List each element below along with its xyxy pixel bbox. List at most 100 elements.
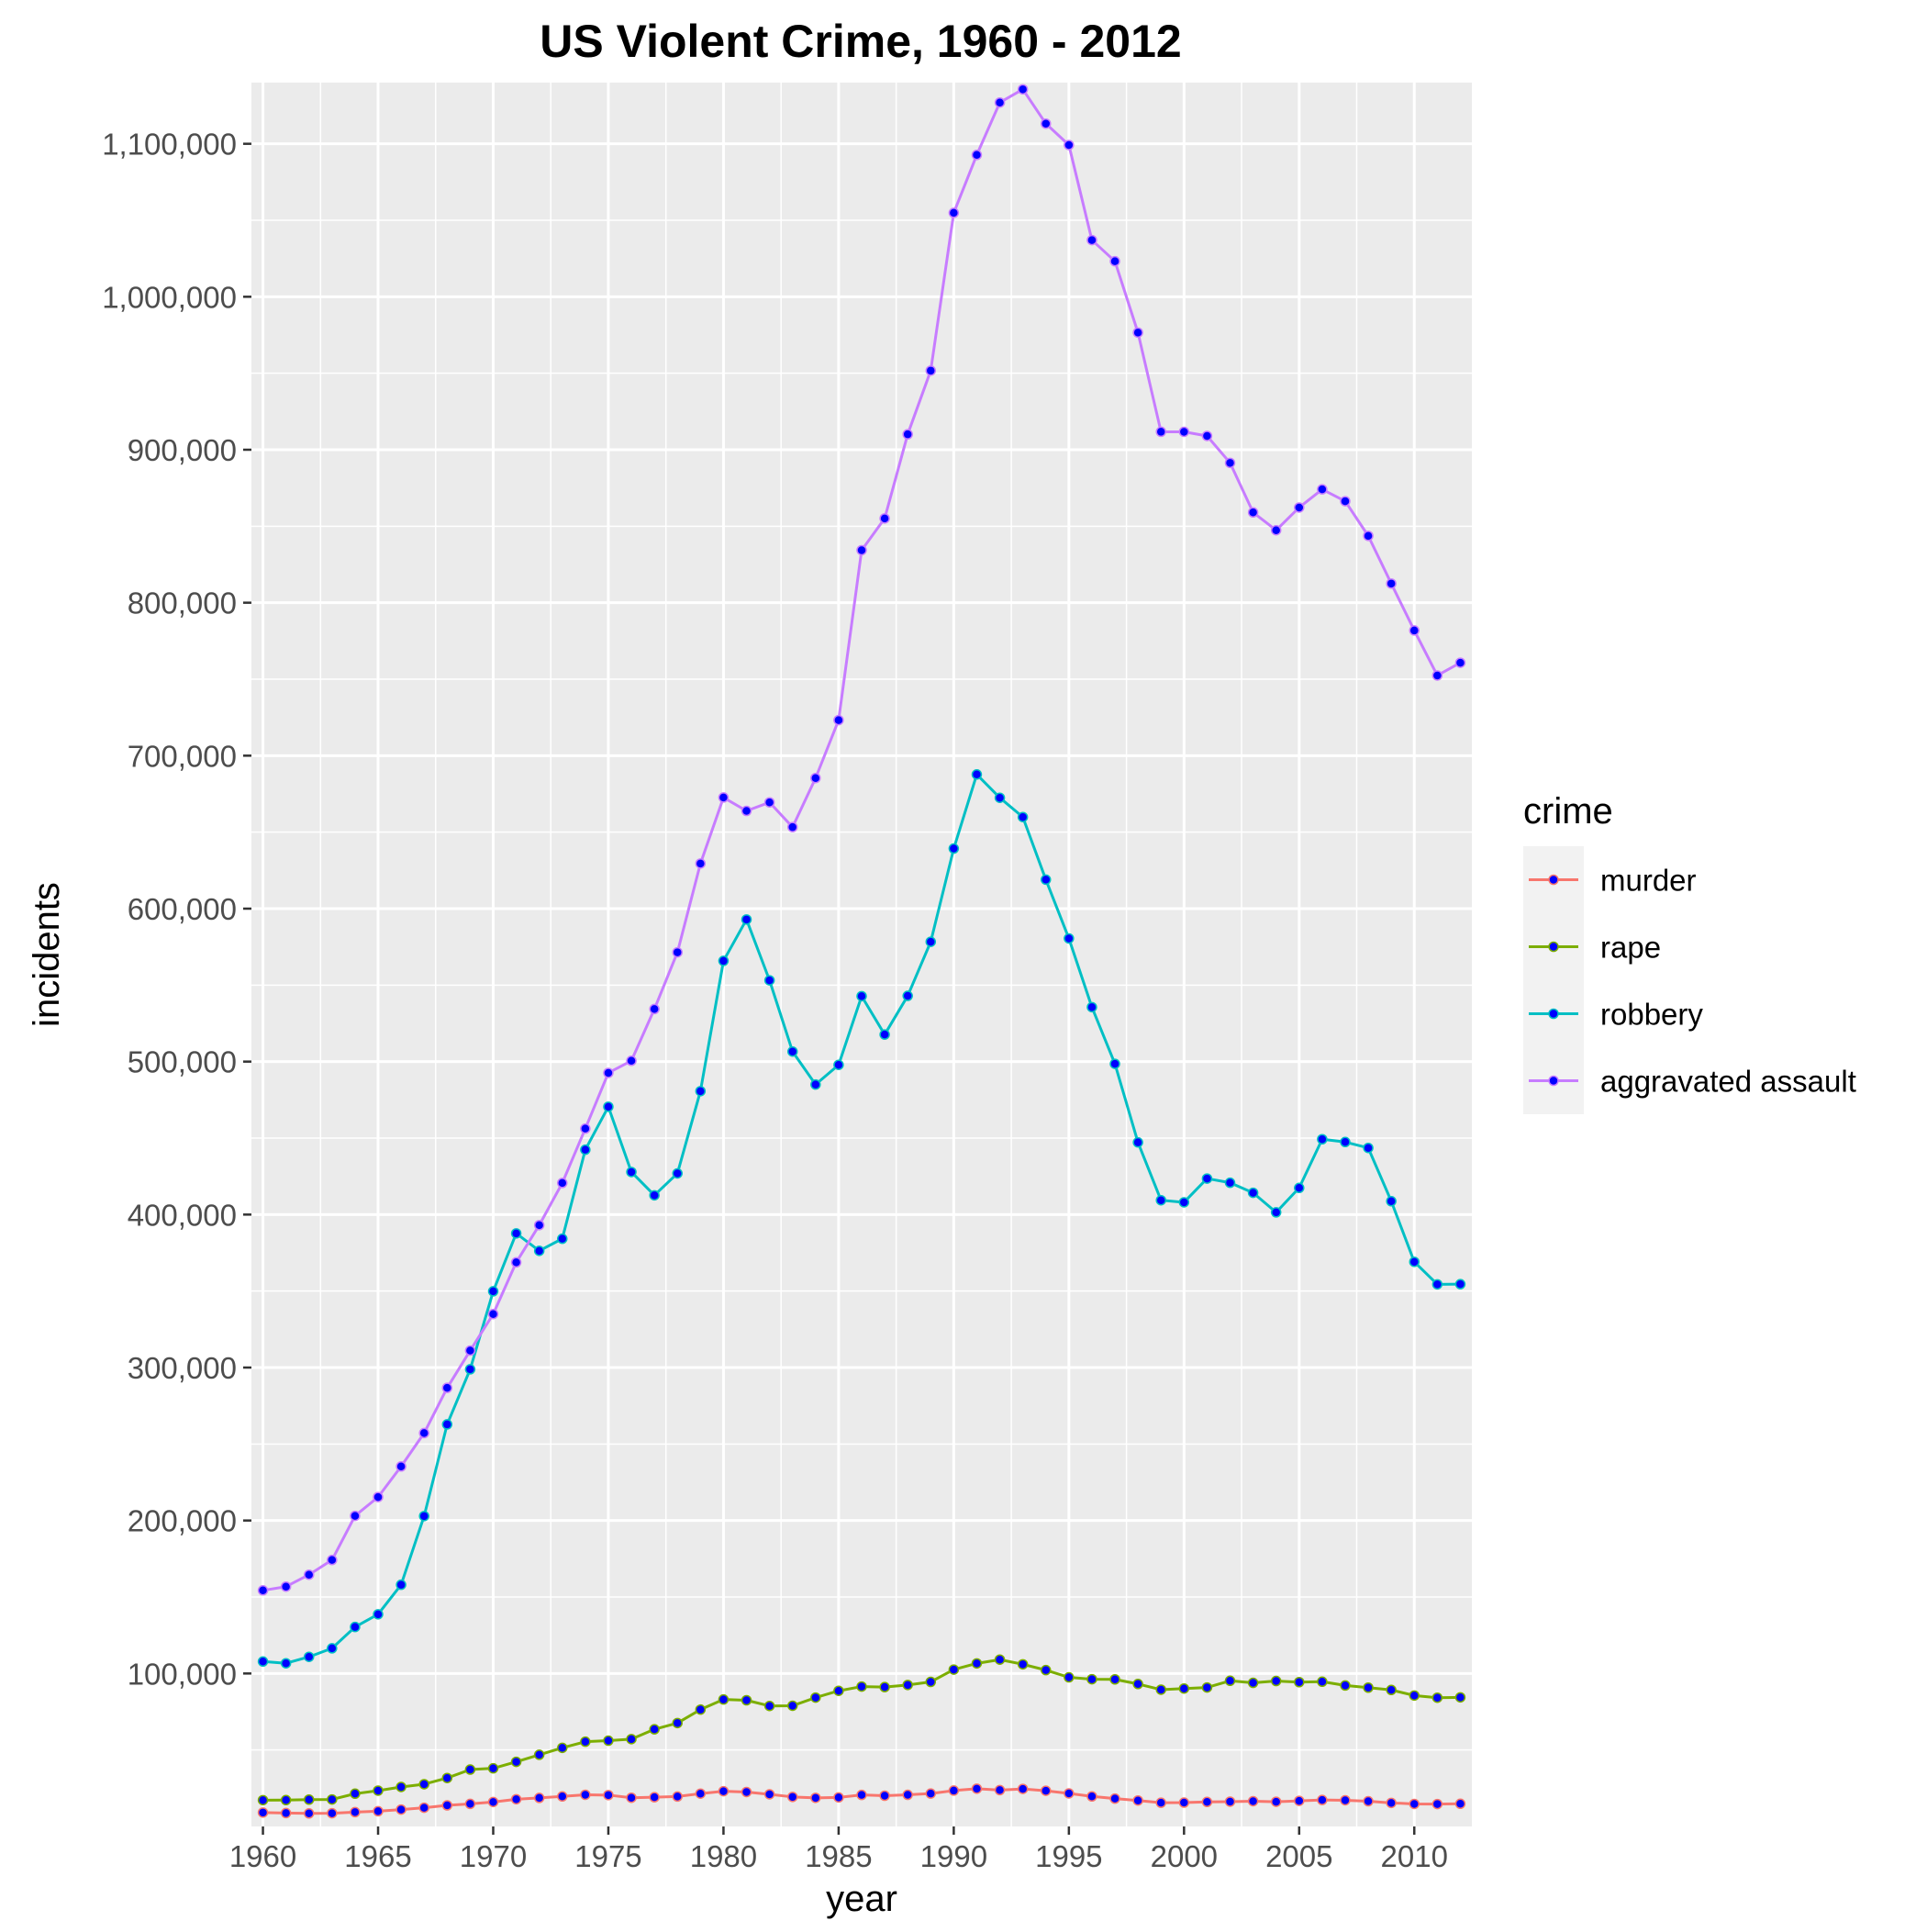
- data-point-robbery: [1409, 1256, 1420, 1268]
- data-point-aggravated-assault: [810, 773, 821, 784]
- data-point-aggravated-assault: [833, 714, 844, 726]
- data-point-robbery: [695, 1086, 707, 1097]
- x-tick-label: 1995: [1035, 1839, 1102, 1873]
- data-point-rape: [1017, 1658, 1029, 1670]
- data-point-aggravated-assault: [603, 1067, 614, 1078]
- data-point-aggravated-assault: [902, 429, 913, 440]
- data-point-murder: [1247, 1795, 1259, 1807]
- data-point-murder: [464, 1798, 476, 1810]
- data-point-robbery: [1178, 1197, 1190, 1208]
- x-axis: 1960 1965 1970 1975 1980 1985 1990 1995 2000 2005…: [229, 1826, 1448, 1873]
- data-point-rape: [626, 1734, 637, 1745]
- data-point-rape: [1041, 1664, 1052, 1676]
- y-tick-label: 600,000: [128, 892, 237, 926]
- data-point-robbery: [948, 843, 960, 854]
- data-point-rape: [327, 1793, 338, 1805]
- data-point-aggravated-assault: [327, 1554, 338, 1566]
- data-point-robbery: [327, 1643, 338, 1654]
- data-point-aggravated-assault: [557, 1178, 568, 1189]
- data-point-rape: [763, 1700, 775, 1712]
- legend-item-murder: murder: [1523, 846, 1697, 913]
- data-point-aggravated-assault: [395, 1461, 407, 1472]
- data-point-aggravated-assault: [418, 1427, 429, 1439]
- data-point-rape: [1109, 1674, 1120, 1685]
- data-point-rape: [418, 1779, 429, 1790]
- data-point-murder: [395, 1804, 407, 1815]
- data-point-murder: [1386, 1797, 1397, 1809]
- data-point-rape: [1178, 1682, 1190, 1694]
- data-point-robbery: [1017, 811, 1029, 822]
- x-tick-label: 1980: [690, 1839, 757, 1873]
- data-point-murder: [994, 1784, 1006, 1796]
- data-point-robbery: [1109, 1058, 1120, 1069]
- data-point-aggravated-assault: [718, 792, 730, 803]
- data-point-rape: [1086, 1673, 1097, 1685]
- data-point-robbery: [1041, 874, 1052, 886]
- data-point-rape: [441, 1772, 453, 1783]
- data-point-murder: [1017, 1783, 1029, 1794]
- data-point-rape: [1132, 1679, 1143, 1690]
- data-point-robbery: [603, 1101, 614, 1112]
- data-point-rape: [902, 1680, 913, 1691]
- data-point-murder: [418, 1802, 429, 1814]
- data-point-aggravated-assault: [763, 797, 775, 808]
- data-point-robbery: [786, 1045, 798, 1057]
- data-point-aggravated-assault: [350, 1510, 361, 1522]
- data-point-murder: [810, 1792, 821, 1804]
- data-point-rape: [1431, 1692, 1443, 1703]
- data-point-aggravated-assault: [1155, 426, 1166, 438]
- y-tick-label: 200,000: [128, 1504, 237, 1538]
- data-point-aggravated-assault: [580, 1122, 591, 1134]
- data-point-rape: [1340, 1680, 1351, 1692]
- y-tick-label: 1,100,000: [102, 128, 237, 162]
- data-point-murder: [1086, 1791, 1097, 1802]
- y-tick-label: 100,000: [128, 1657, 237, 1691]
- data-point-rape: [994, 1654, 1006, 1665]
- data-point-aggravated-assault: [1363, 530, 1374, 542]
- legend-key-point: [1548, 1008, 1559, 1020]
- data-point-rape: [257, 1794, 269, 1806]
- data-point-murder: [1201, 1796, 1213, 1808]
- data-point-robbery: [1454, 1279, 1466, 1290]
- y-tick-label: 700,000: [128, 739, 237, 773]
- x-tick-label: 2005: [1265, 1839, 1332, 1873]
- data-point-robbery: [1270, 1207, 1282, 1218]
- data-point-robbery: [833, 1059, 844, 1070]
- data-point-robbery: [1431, 1279, 1443, 1290]
- data-point-robbery: [557, 1233, 568, 1245]
- legend-keys: murder rape robbery aggravated assault: [1523, 846, 1856, 1114]
- data-point-murder: [925, 1788, 937, 1799]
- data-point-murder: [718, 1785, 730, 1797]
- data-point-murder: [603, 1790, 614, 1801]
- data-point-robbery: [856, 990, 867, 1002]
- data-point-aggravated-assault: [948, 207, 960, 218]
- data-point-robbery: [280, 1658, 292, 1669]
- data-point-robbery: [533, 1245, 545, 1256]
- data-point-murder: [1064, 1788, 1075, 1799]
- data-point-rape: [395, 1781, 407, 1792]
- data-point-murder: [533, 1792, 545, 1804]
- data-point-robbery: [718, 955, 730, 966]
- legend-item-rape: rape: [1523, 913, 1661, 980]
- legend-label: rape: [1600, 931, 1661, 965]
- data-point-aggravated-assault: [1132, 327, 1143, 339]
- data-point-murder: [373, 1805, 384, 1817]
- chart-title: US Violent Crime, 1960 - 2012: [540, 16, 1181, 67]
- data-point-murder: [833, 1792, 844, 1804]
- data-point-robbery: [1086, 1001, 1097, 1013]
- data-point-aggravated-assault: [741, 805, 752, 817]
- data-point-robbery: [303, 1651, 315, 1662]
- data-point-aggravated-assault: [626, 1055, 637, 1067]
- data-point-murder: [487, 1796, 499, 1808]
- data-point-murder: [1363, 1795, 1374, 1807]
- data-point-murder: [257, 1807, 269, 1818]
- data-point-aggravated-assault: [510, 1256, 522, 1268]
- data-point-rape: [948, 1664, 960, 1675]
- data-point-robbery: [580, 1144, 591, 1156]
- data-point-murder: [1409, 1798, 1420, 1810]
- data-point-rape: [487, 1762, 499, 1774]
- data-point-rape: [1386, 1684, 1397, 1696]
- y-tick-label: 300,000: [128, 1351, 237, 1385]
- data-point-aggravated-assault: [1247, 507, 1259, 519]
